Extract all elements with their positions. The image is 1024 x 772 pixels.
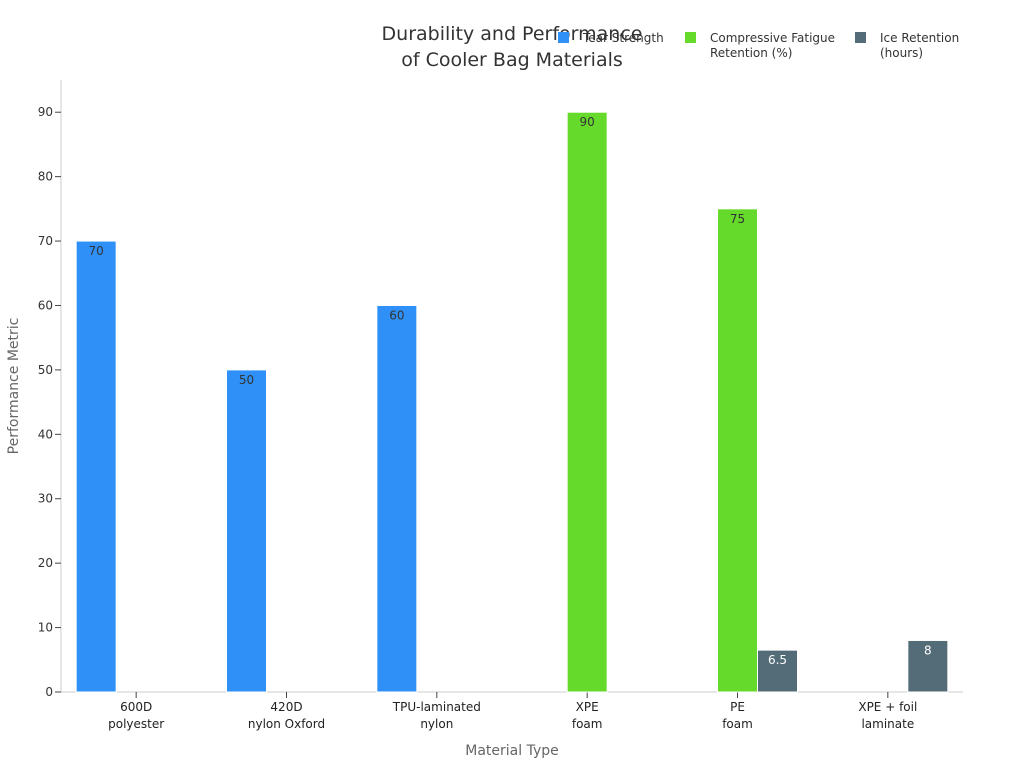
- bar-tear-strength: [75, 240, 117, 693]
- bar-compressive-fatigue-retention: [717, 208, 758, 693]
- y-tick-label: 80: [38, 170, 53, 184]
- legend-label: Tear Strength: [582, 31, 664, 45]
- bar-data-label: 60: [389, 308, 404, 322]
- legend-label: Ice Retention (hours): [880, 31, 959, 60]
- bar-data-label: 90: [580, 115, 595, 129]
- y-tick-label: 90: [38, 105, 53, 119]
- bar-ice-retention-hours: [757, 649, 798, 693]
- legend-item[interactable]: Ice Retention (hours): [855, 31, 959, 60]
- x-tick-label: XPE foam: [572, 700, 603, 731]
- y-tick-label: 60: [38, 298, 53, 312]
- chart-title-text: Durability and Performance of Cooler Bag …: [382, 23, 643, 71]
- y-tick-label: 30: [38, 492, 53, 506]
- bar-data-label: 6.5: [768, 653, 787, 667]
- x-tick-label: 420D nylon Oxford: [248, 700, 325, 731]
- x-axis-label: Material Type: [465, 743, 558, 759]
- y-tick-label: 50: [38, 363, 53, 377]
- bar-ice-retention-hours: [907, 639, 949, 693]
- bar-data-label: 50: [239, 373, 254, 387]
- bar-tear-strength: [226, 369, 267, 693]
- x-tick-label: 600D polyester: [108, 700, 164, 731]
- legend-swatch: [685, 32, 696, 43]
- axes: 0 10 20 30 40 50 60 70 80 90 Performance Metric Mat…: [6, 80, 963, 759]
- bar-data-label: 70: [89, 244, 104, 258]
- y-tick-label: 20: [38, 556, 53, 570]
- chart-title: Durability and Performance of Cooler Bag …: [382, 23, 643, 71]
- x-tick-label: XPE + foil laminate: [858, 700, 917, 731]
- y-tick-label: 10: [38, 621, 53, 635]
- bar-data-label: 75: [730, 212, 745, 226]
- bar-compressive-fatigue-retention: [566, 111, 608, 693]
- x-tick-label: PE foam: [722, 700, 753, 731]
- bars: [75, 111, 949, 693]
- legend-swatch: [558, 32, 569, 43]
- y-tick-label: 0: [45, 685, 53, 699]
- y-axis-label: Performance Metric: [6, 318, 22, 455]
- bar-labels: 70 50 60 90 75 6.5 8: [89, 115, 932, 667]
- legend-item[interactable]: Compressive Fatigue Retention (%): [685, 31, 835, 60]
- legend: Tear Strength Compressive Fatigue Retentio…: [558, 31, 959, 60]
- bar-data-label: 8: [924, 643, 932, 657]
- bar-tear-strength: [376, 304, 418, 693]
- y-tick-label: 70: [38, 234, 53, 248]
- y-tick-label: 40: [38, 427, 53, 441]
- legend-swatch: [855, 32, 866, 43]
- x-tick-label: TPU-laminated nylon: [392, 700, 481, 731]
- legend-item[interactable]: Tear Strength: [558, 31, 664, 45]
- legend-label: Compressive Fatigue Retention (%): [710, 31, 835, 60]
